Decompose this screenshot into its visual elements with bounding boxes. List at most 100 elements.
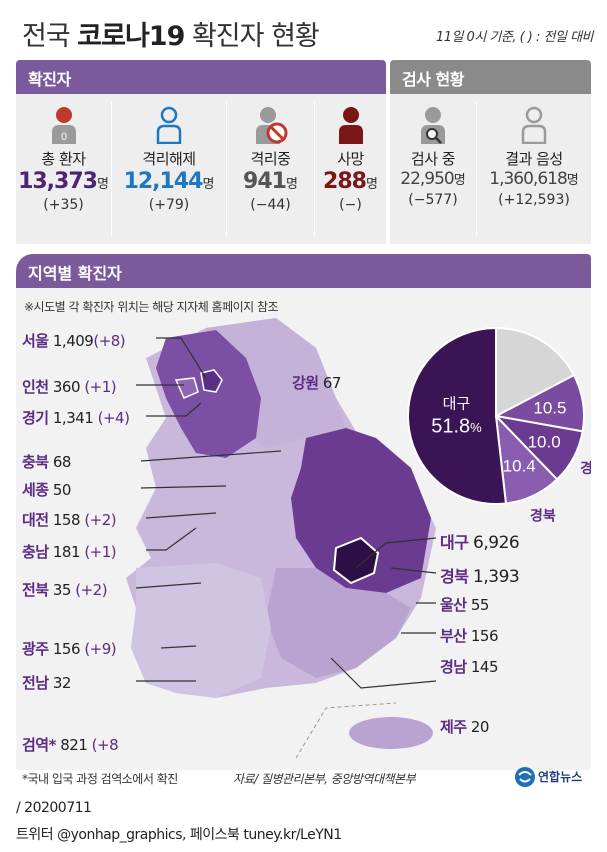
- pie-value-suffix: %: [470, 420, 482, 435]
- jeju-boundary: [295, 702, 397, 759]
- stat-unit: 명: [96, 177, 109, 192]
- region-name: 울산: [440, 596, 467, 614]
- region-value: 156: [470, 627, 499, 645]
- confirmed-body: 0 총 환자 13,373명 (+35) 격리해제 12,144명 (+79): [16, 94, 386, 244]
- pie-value-label: 10.0: [528, 433, 561, 452]
- region-shape-seoul: [200, 369, 223, 393]
- region-name: 대구: [440, 533, 469, 552]
- region-value: 821: [60, 736, 88, 754]
- region-value: 67: [322, 374, 342, 392]
- source-note: 자료/ 질병관리본부, 중앙방역대책본부: [233, 772, 416, 786]
- region-change: (+2): [84, 511, 117, 529]
- region-label-chungnam: 충남 181 (+1): [22, 541, 117, 562]
- region-label-gyeongbuk: 경북 1,393: [440, 563, 520, 587]
- stat-label: 격리해제: [142, 150, 196, 168]
- stat-change: (−577): [408, 192, 458, 208]
- region-name: 전북: [22, 581, 49, 599]
- stat-change: (+79): [148, 197, 190, 213]
- person-outline-icon: [521, 106, 547, 145]
- logo-text: 연합뉴스: [538, 770, 583, 784]
- region-value: 50: [52, 481, 72, 499]
- person-icon: [338, 107, 363, 144]
- confirmed-panel: 확진자 0 총 환자 13,373명 (+35) 격리해제 12,144명 (+…: [16, 60, 386, 244]
- stat-label: 총 환자: [41, 150, 86, 168]
- footnote: *국내 입국 과정 검역소에서 확진: [22, 772, 178, 786]
- region-label-jeju: 제주 20: [440, 716, 489, 737]
- pie-slice-name: 경북: [530, 508, 556, 525]
- divider: [111, 102, 112, 236]
- person-blocked-icon: [255, 107, 287, 144]
- stat-unit: 명: [365, 177, 378, 192]
- region-name: 검역*: [22, 736, 56, 754]
- region-change: (+4): [97, 409, 130, 427]
- region-shape-gyeongnam: [266, 568, 411, 678]
- region-name: 대전: [22, 511, 49, 529]
- stat-change: (−): [339, 197, 362, 213]
- region-name: 광주: [22, 640, 49, 658]
- date-stamp: / 20200711: [16, 800, 92, 816]
- stat-testing: 검사 중 22,950명 (−577): [390, 106, 476, 208]
- stat-value: 941: [243, 169, 287, 194]
- region-shape-incheon: [174, 377, 199, 399]
- stat-label: 격리중: [250, 150, 291, 168]
- region-name: 경기: [22, 409, 49, 427]
- pie-slice-name: 대구: [443, 394, 471, 412]
- region-name: 전남: [22, 674, 49, 692]
- person-outline-icon: [156, 106, 182, 145]
- region-shape-jeolla: [131, 563, 271, 698]
- yonhap-logo-icon: [515, 767, 535, 787]
- title-part: 확진자 현황: [191, 21, 320, 52]
- region-label-daegu: 대구 6,926: [440, 529, 520, 553]
- divider: [314, 102, 315, 236]
- region-change: (+8): [93, 332, 126, 350]
- stat-value: 12,144: [123, 169, 204, 194]
- test-body: 검사 중 22,950명 (−577) 결과 음성 1,360,618명 (+1…: [390, 94, 591, 244]
- stat-change: (+12,593): [498, 192, 570, 208]
- region-label-seoul: 서울 1,409(+8): [22, 330, 126, 351]
- region-name: 충북: [22, 453, 49, 471]
- region-value: 6,926: [473, 533, 520, 553]
- region-change: (+9): [84, 640, 117, 658]
- svg-text:0: 0: [60, 131, 66, 143]
- region-name: 서울: [22, 332, 49, 350]
- region-label-busan: 부산 156: [440, 625, 499, 646]
- region-name: 제주: [440, 718, 467, 736]
- stat-value: 1,360,618: [489, 169, 568, 189]
- region-name: 강원: [292, 374, 319, 392]
- stat-deaths: 사망 288명 (−): [315, 106, 386, 213]
- stat-value: 288: [323, 169, 367, 194]
- region-label-daejeon: 대전 158 (+2): [22, 509, 117, 530]
- region-value: 35: [52, 581, 72, 599]
- region-name: 경북: [440, 567, 469, 586]
- region-value: 145: [470, 658, 499, 676]
- region-shape-jeju: [349, 717, 433, 749]
- pie-slice-name: 경기: [580, 460, 591, 477]
- region-name: 충남: [22, 543, 49, 561]
- region-value: 32: [52, 674, 72, 692]
- region-name: 경남: [440, 658, 467, 676]
- region-label-jeonbuk: 전북 35 (+2): [22, 579, 108, 600]
- region-label-gangwon: 강원 67: [292, 372, 341, 393]
- region-change: (+2): [75, 581, 108, 599]
- pie-value-label: 10.4: [503, 456, 536, 475]
- region-value: 1,341: [52, 409, 94, 427]
- region-value: 68: [52, 453, 72, 471]
- region-value: 158: [52, 511, 81, 529]
- region-value: 1,393: [473, 567, 520, 587]
- region-subnote: ※시도별 각 확진자 위치는 해당 지자체 홈페이지 참조: [24, 300, 279, 314]
- confirmed-header: 확진자: [16, 60, 386, 94]
- test-panel: 검사 현황 검사 중 22,950명 (−577) 결과 음성 1,360,61…: [390, 60, 591, 244]
- region-label-quarantine: 검역* 821 (+8: [22, 734, 119, 755]
- region-shape-gyeonggi: [156, 330, 261, 458]
- divider: [226, 102, 227, 236]
- stat-change: (−44): [250, 197, 291, 213]
- pie-slice: [495, 326, 576, 418]
- stat-change: (+35): [43, 197, 84, 213]
- leader-lines: [135, 337, 437, 689]
- reference-note: 11일 0시 기준, ( ) : 전일 대비: [435, 30, 594, 45]
- yonhap-logo: 연합뉴스: [514, 764, 594, 792]
- region-value: 55: [470, 596, 490, 614]
- region-name: 세종: [22, 481, 49, 499]
